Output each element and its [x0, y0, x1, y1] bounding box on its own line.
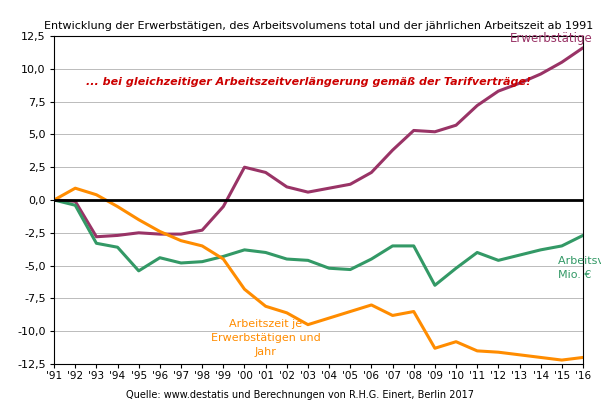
Text: Arbeitsvolumen in
Mio. €: Arbeitsvolumen in Mio. €: [558, 256, 601, 280]
Text: Quelle: www.destatis und Berechnungen von R.H.G. Einert, Berlin 2017: Quelle: www.destatis und Berechnungen vo…: [126, 390, 475, 400]
Text: Erwerbstätige: Erwerbstätige: [510, 32, 593, 45]
Text: ... bei gleichzeitiger Arbeitszeitverlängerung gemäß der Tarifverträge!: ... bei gleichzeitiger Arbeitszeitverlän…: [86, 76, 531, 86]
Title: Entwicklung der Erwerbstätigen, des Arbeitsvolumens total und der jährlichen Arb: Entwicklung der Erwerbstätigen, des Arbe…: [44, 21, 593, 31]
Text: Arbeitszeit je
Erwerbstätigen und
Jahr: Arbeitszeit je Erwerbstätigen und Jahr: [211, 319, 320, 357]
